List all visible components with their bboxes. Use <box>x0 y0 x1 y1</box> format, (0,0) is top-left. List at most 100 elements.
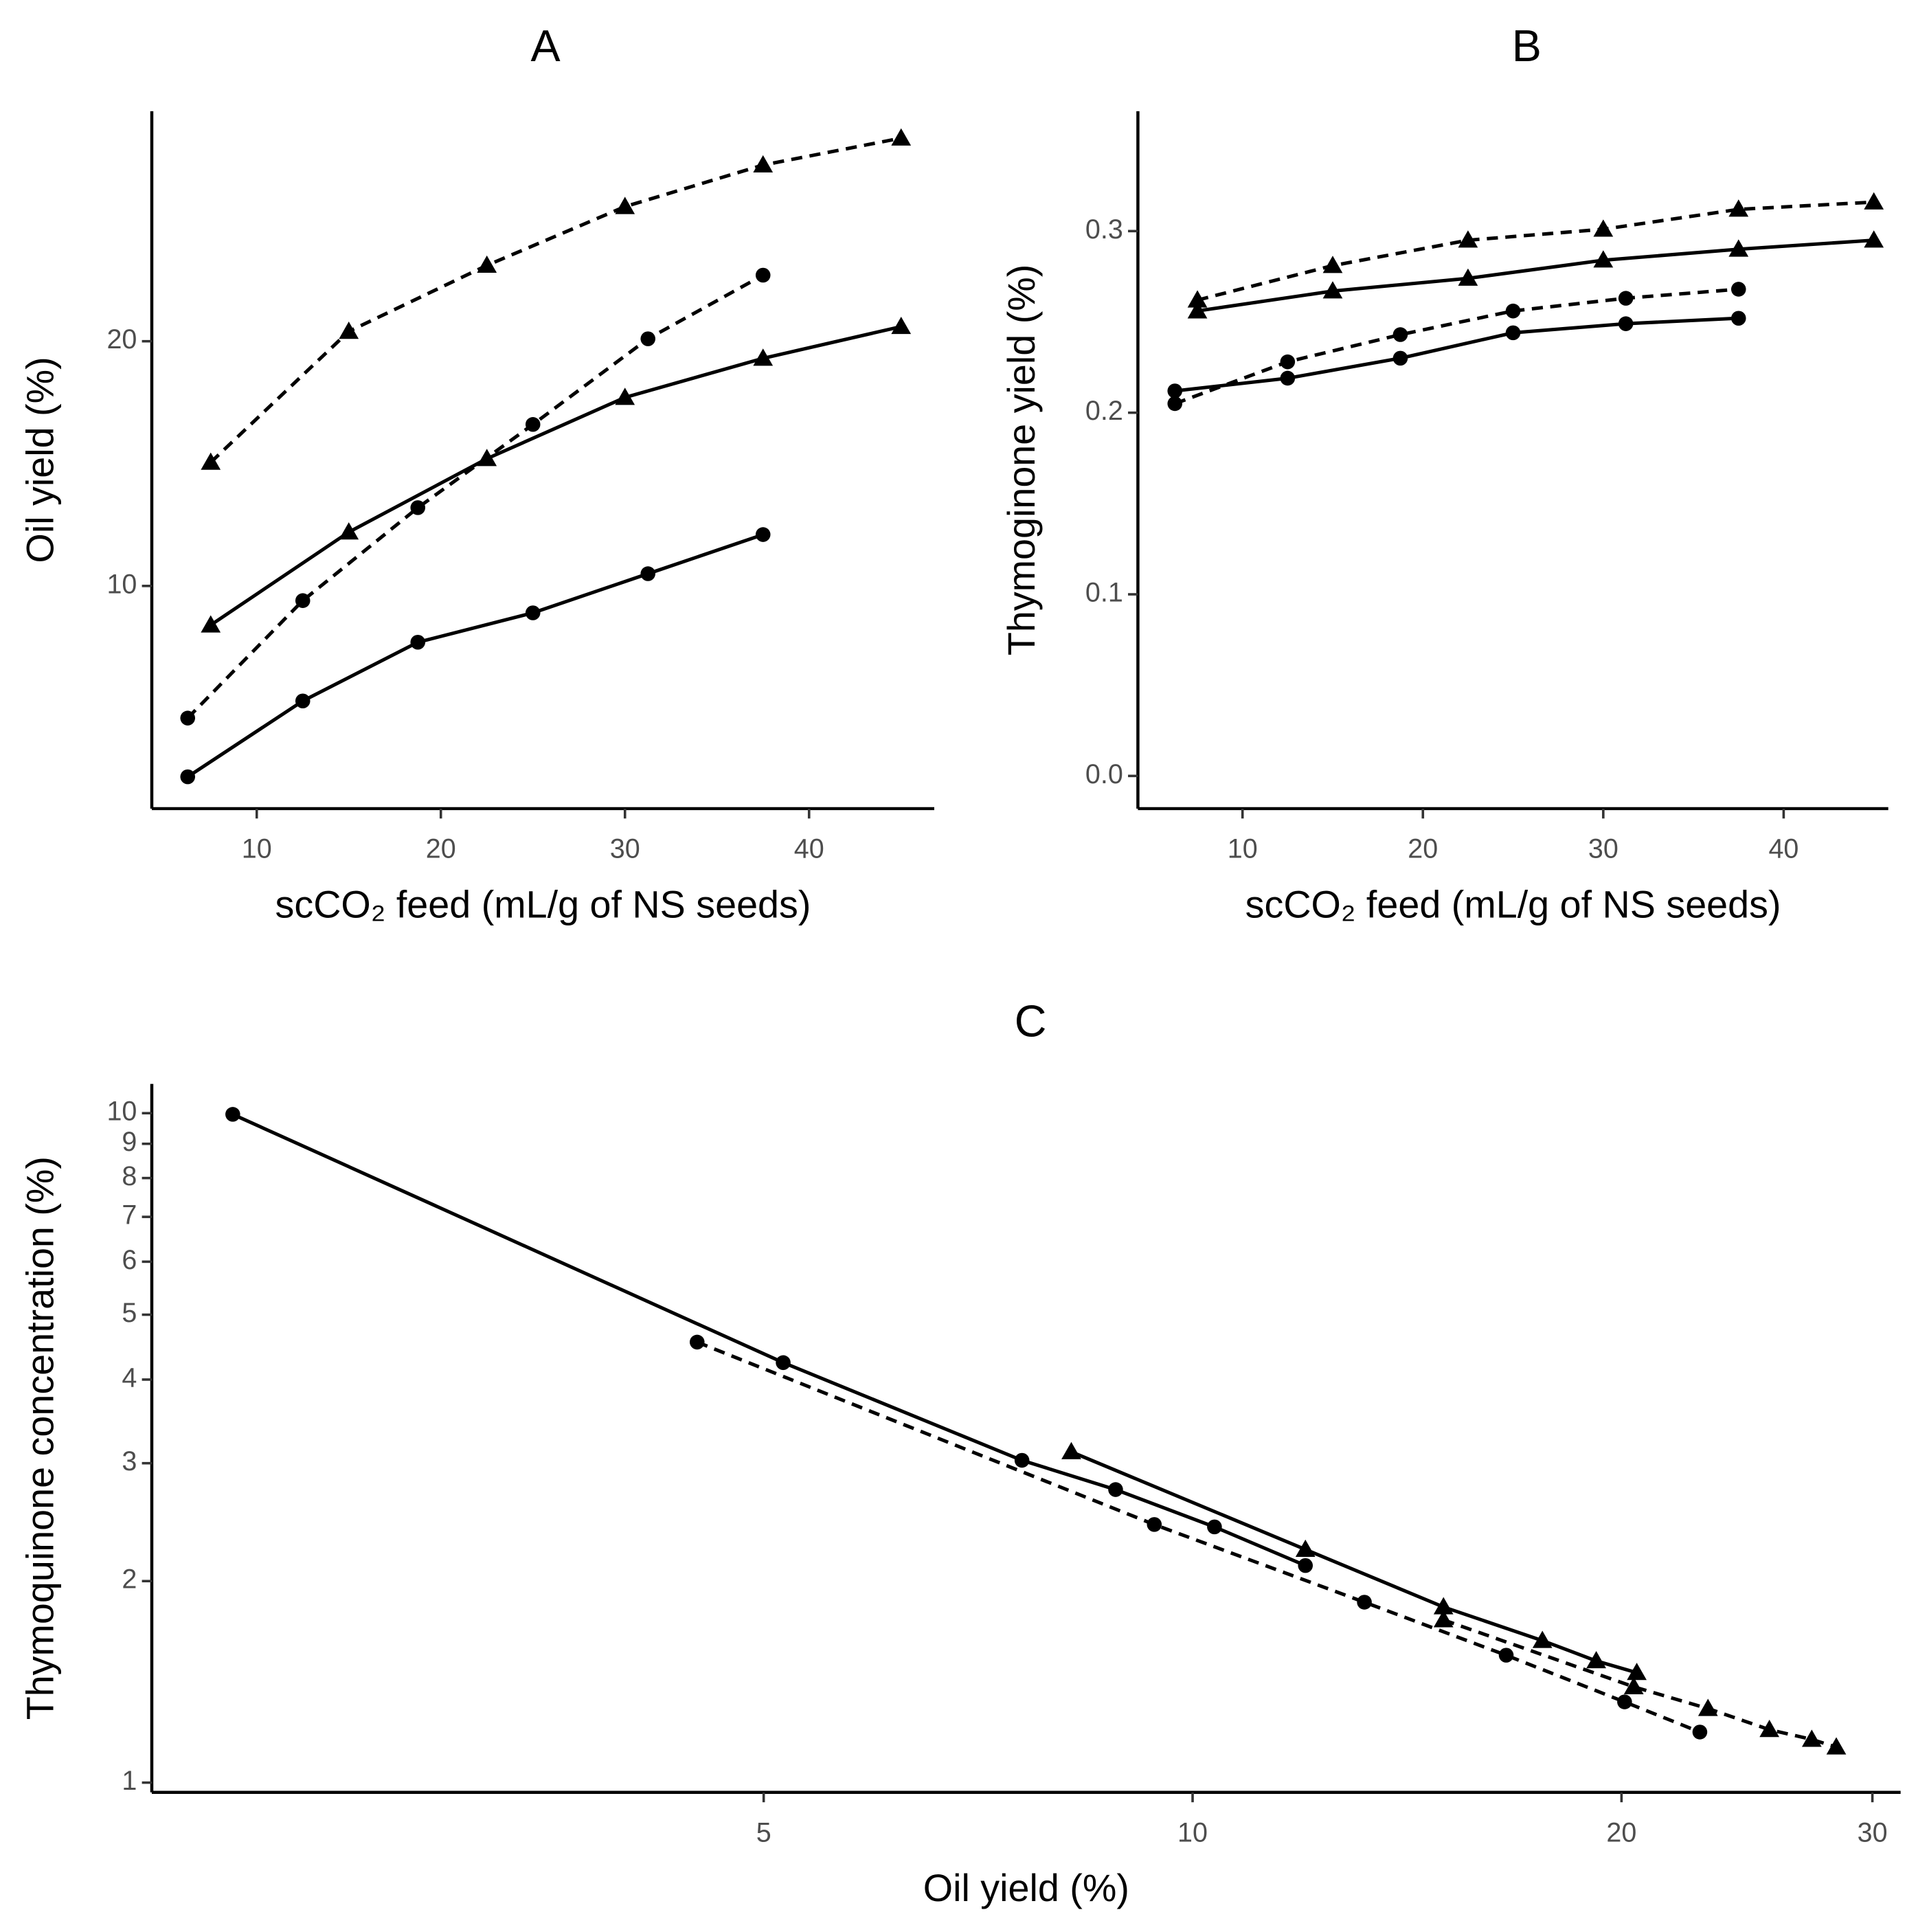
triangle-marker <box>1187 290 1208 308</box>
triangle-marker <box>1322 256 1343 273</box>
circle-marker <box>1207 1519 1222 1535</box>
triangle-marker <box>1697 1698 1718 1716</box>
triangle-marker <box>1061 1441 1081 1459</box>
triangle-marker <box>615 196 635 214</box>
series-line <box>1197 200 1874 302</box>
y-tick-label: 10 <box>106 1097 137 1127</box>
triangle-marker <box>339 322 359 339</box>
triangle-marker <box>1187 301 1208 319</box>
series-line <box>209 136 902 464</box>
circle-marker <box>410 500 426 515</box>
x-axis-label: scCO₂ feed (mL/g of NS seeds) <box>275 883 811 925</box>
triangle-marker <box>615 387 635 405</box>
circle-marker <box>1392 350 1408 366</box>
circle-marker <box>295 593 311 608</box>
y-tick-label: 7 <box>122 1200 137 1231</box>
circle-marker <box>1731 311 1746 326</box>
circle-marker <box>1147 1517 1162 1532</box>
triangle-marker <box>1295 1539 1316 1557</box>
triangle-marker <box>1801 1729 1822 1747</box>
circle-marker <box>525 605 541 620</box>
circle-marker <box>1167 396 1183 412</box>
series-line <box>186 273 765 719</box>
triangle-marker <box>1433 1597 1454 1615</box>
triangle-marker <box>1532 1630 1553 1648</box>
x-axis-label: scCO₂ feed (mL/g of NS seeds) <box>1245 883 1781 925</box>
y-tick-label: 0.1 <box>1085 577 1123 607</box>
series-line <box>1174 287 1739 405</box>
circle-marker <box>776 1355 791 1371</box>
y-axis-label: Oil yield (%) <box>19 357 62 563</box>
y-tick-label: 0.2 <box>1085 396 1123 426</box>
circle-marker <box>1618 291 1634 306</box>
x-tick-label: 30 <box>1588 833 1618 864</box>
triangle-marker <box>201 615 221 633</box>
x-axis-label: Oil yield (%) <box>923 1867 1129 1909</box>
x-tick-label: 30 <box>1858 1817 1888 1847</box>
series-line <box>210 324 902 627</box>
circle-marker <box>525 416 541 432</box>
y-tick-label: 2 <box>122 1564 137 1595</box>
circle-marker <box>755 527 771 542</box>
triangle-marker <box>1593 219 1614 237</box>
circle-marker <box>1692 1725 1708 1740</box>
circle-marker <box>1167 383 1183 398</box>
panel-title: B <box>1512 21 1542 71</box>
y-tick-label: 10 <box>106 569 137 599</box>
circle-marker <box>1392 327 1408 342</box>
triangle-marker <box>1864 230 1884 248</box>
y-tick-label: 3 <box>122 1446 137 1476</box>
panel: C Oil yield (%) Thymoquinone concentration… <box>19 996 1901 1909</box>
triangle-marker <box>1864 192 1884 210</box>
triangle-marker <box>1759 1720 1780 1738</box>
x-tick-label: 40 <box>1768 833 1798 864</box>
y-tick-label: 0.0 <box>1085 759 1123 789</box>
circle-marker <box>295 693 311 709</box>
triangle-marker <box>1593 250 1614 268</box>
triangle-marker <box>891 128 912 146</box>
y-tick-label: 1 <box>122 1766 137 1796</box>
triangle-marker <box>201 452 221 470</box>
x-tick-label: 40 <box>794 833 824 864</box>
circle-marker <box>1298 1558 1313 1573</box>
circle-marker <box>1731 282 1746 297</box>
series-line <box>1070 1450 1638 1674</box>
y-tick-label: 0.3 <box>1085 214 1123 245</box>
y-tick-label: 4 <box>122 1362 137 1393</box>
circle-marker <box>689 1334 705 1350</box>
triangle-marker <box>753 348 774 366</box>
x-tick-label: 10 <box>242 833 272 864</box>
x-tick-label: 30 <box>610 833 640 864</box>
series-line <box>1175 316 1739 393</box>
x-tick-label: 20 <box>426 833 456 864</box>
circle-marker <box>180 769 196 785</box>
triangle-marker <box>891 316 912 335</box>
x-tick-label: 20 <box>1606 1817 1636 1847</box>
circle-marker <box>1498 1648 1514 1663</box>
series-line <box>186 532 764 778</box>
triangle-marker <box>1623 1676 1644 1695</box>
circle-marker <box>1014 1452 1030 1468</box>
circle-marker <box>1505 303 1521 319</box>
y-tick-label: 6 <box>122 1245 137 1275</box>
series-line <box>232 1112 1307 1567</box>
x-tick-label: 10 <box>1228 833 1258 864</box>
triangle-marker <box>753 155 774 173</box>
triangle-marker <box>339 522 359 540</box>
y-tick-label: 5 <box>122 1298 137 1328</box>
circle-marker <box>640 566 656 581</box>
circle-marker <box>755 267 771 283</box>
series-line <box>1197 238 1874 313</box>
series-line <box>1443 1618 1837 1749</box>
y-axis-label: Thymoquinone concentration (%) <box>19 1156 62 1720</box>
y-tick-label: 20 <box>106 324 137 355</box>
x-tick-label: 5 <box>756 1817 771 1847</box>
y-tick-label: 9 <box>122 1127 137 1157</box>
triangle-marker <box>1826 1737 1847 1755</box>
triangle-marker <box>1728 199 1749 217</box>
x-tick-label: 20 <box>1408 833 1438 864</box>
panel-title: A <box>531 21 561 71</box>
